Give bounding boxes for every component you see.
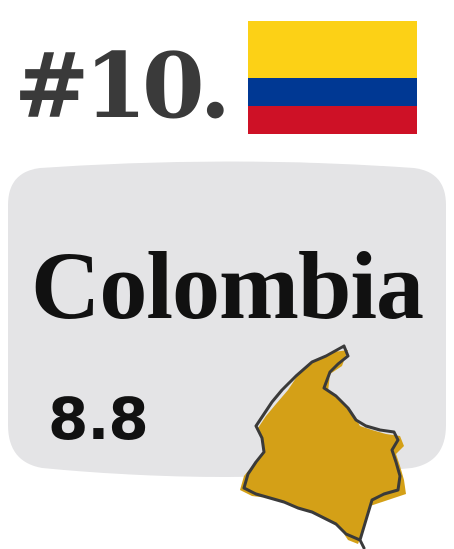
- flag-red-stripe: [248, 106, 417, 134]
- flag-blue-stripe: [248, 78, 417, 106]
- colombia-flag-icon: [248, 21, 417, 134]
- rank-label: #10.: [14, 33, 231, 139]
- colombia-map-fill: [240, 350, 406, 544]
- score-value: 8.8: [48, 385, 149, 453]
- colombia-map-outline: [242, 344, 402, 549]
- country-name: Colombia: [30, 232, 424, 339]
- flag-yellow-stripe: [248, 21, 417, 78]
